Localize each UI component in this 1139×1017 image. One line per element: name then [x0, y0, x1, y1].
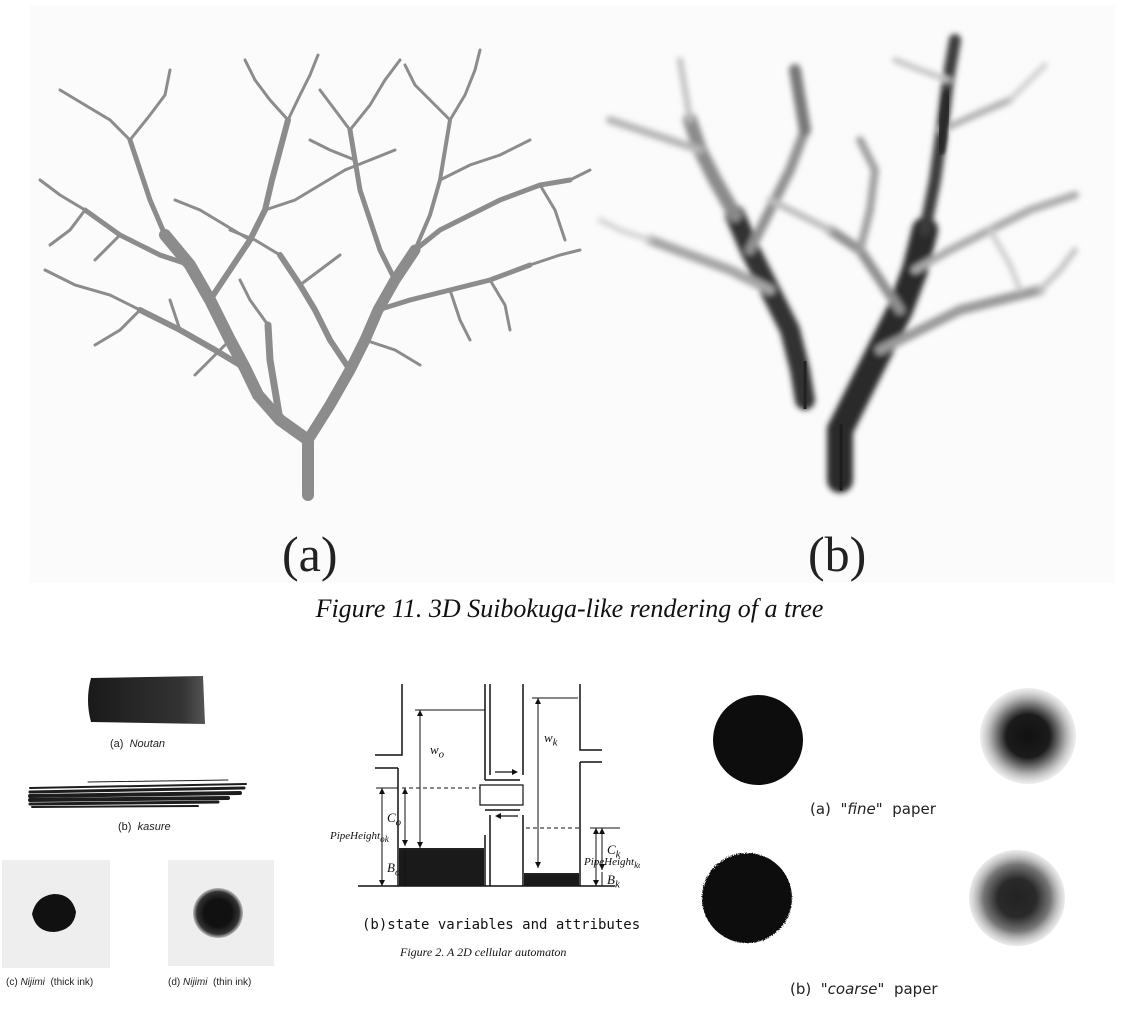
coarse-paper-caption: (b) "coarse" paper — [790, 980, 938, 998]
noutan-caption: (a) Noutan — [110, 738, 166, 750]
brush-effects-panel: (a) Noutan (b) kasure (c) Nijimi (thick … — [0, 660, 290, 1017]
kasure-stroke-image — [28, 779, 247, 808]
label-c-o: Co — [387, 810, 402, 829]
paper-diffusion-panel: (a) "fine" paper (b) "coarse" paper — [690, 660, 1130, 1017]
nijimi-thick-caption: (c) Nijimi (thick ink) — [6, 977, 94, 988]
label-pipeheight-ok: PipeHeightok — [330, 830, 389, 845]
fine-paper-caption: (a) "fine" paper — [810, 800, 936, 818]
label-c-k: Ck — [607, 842, 621, 861]
label-pipeheight-ko: PipeHeightko — [584, 856, 640, 871]
label-b-o: Bo — [387, 860, 401, 879]
figure-11-panels: (a) (b) — [38, 34, 1079, 582]
figure-2-caption: Figure 2. A 2D cellular automaton — [400, 945, 567, 959]
tree-renderings — [38, 34, 1079, 501]
nijimi-thin-caption: (d) Nijimi (thin ink) — [168, 977, 252, 988]
noutan-stroke-image — [88, 676, 205, 724]
tree-a-image — [38, 48, 592, 501]
cellular-automaton-diagram: wo wk Co Bo PipeHeightok Ck Bk PipeHeigh… — [330, 680, 640, 995]
panel-a-label: (a) — [282, 526, 338, 582]
pipe-diagram — [358, 684, 620, 887]
tree-b-image — [597, 34, 1079, 497]
label-w-o: wo — [430, 742, 445, 761]
figure-11-caption: Figure 11. 3D Suibokuga-like rendering o… — [315, 594, 824, 623]
panel-b-label: (b) — [808, 526, 867, 582]
kasure-caption: (b) kasure — [118, 821, 171, 833]
automaton-subcaption: (b)state variables and attributes — [362, 917, 641, 933]
nijimi-thick-image — [2, 860, 110, 968]
label-w-k: wk — [544, 730, 558, 749]
label-b-k: Bk — [607, 872, 620, 891]
nijimi-thin-image — [168, 860, 274, 966]
ink-dots-image — [702, 688, 1076, 946]
